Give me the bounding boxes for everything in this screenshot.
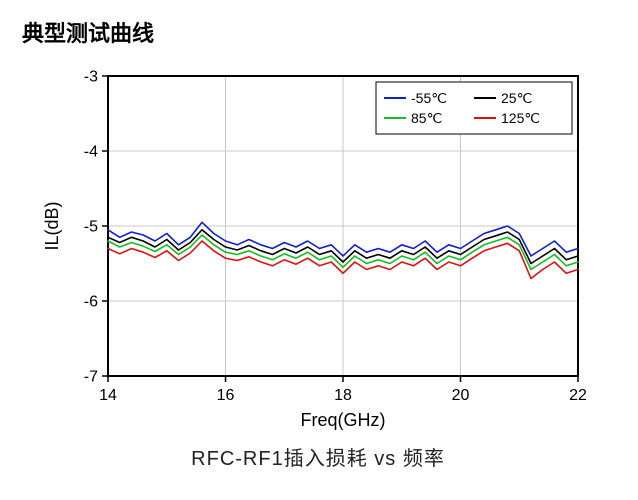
- svg-text:14: 14: [99, 387, 117, 404]
- svg-text:22: 22: [569, 387, 587, 404]
- svg-text:20: 20: [452, 387, 470, 404]
- svg-text:-5: -5: [84, 219, 98, 236]
- legend-box: [376, 82, 572, 134]
- svg-text:18: 18: [334, 387, 352, 404]
- svg-text:-6: -6: [84, 294, 98, 311]
- legend-label: -55℃: [411, 90, 447, 106]
- svg-text:IL(dB): IL(dB): [42, 201, 62, 250]
- legend-label: 85℃: [411, 110, 442, 126]
- svg-text:-3: -3: [84, 69, 98, 86]
- il-vs-freq-chart: 14 16 18 20 22 -7 -6 -5 -4 -3 Freq(GHz) IL(dB) -55℃ 2…: [38, 56, 598, 436]
- page-title: 典型测试曲线: [22, 16, 620, 48]
- legend-label: 25℃: [501, 90, 532, 106]
- svg-text:-4: -4: [84, 144, 98, 161]
- svg-text:-7: -7: [84, 369, 98, 386]
- chart-container: 14 16 18 20 22 -7 -6 -5 -4 -3 Freq(GHz) IL(dB) -55℃ 2…: [38, 56, 598, 436]
- chart-caption: RFC-RF1插入损耗 vs 频率: [38, 442, 598, 471]
- svg-text:Freq(GHz): Freq(GHz): [301, 410, 386, 430]
- legend-label: 125℃: [501, 110, 540, 126]
- svg-text:16: 16: [217, 387, 235, 404]
